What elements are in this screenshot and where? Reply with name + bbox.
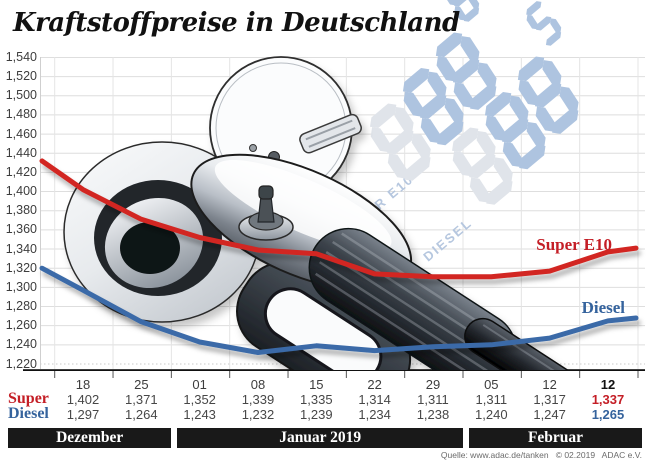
seven-segment-digit bbox=[444, 0, 480, 22]
y-axis-tick-label: 1,260 bbox=[5, 318, 37, 333]
month-band-februar: Februar bbox=[469, 428, 642, 448]
table-cell-diesel: 1,243 bbox=[183, 406, 216, 422]
seven-segment-digit bbox=[517, 56, 579, 134]
month-band-januar: Januar 2019 bbox=[177, 428, 463, 448]
y-axis-tick-label: 1,300 bbox=[5, 279, 37, 294]
y-axis-tick-label: 1,400 bbox=[5, 184, 37, 199]
x-tick-label: 01 bbox=[192, 377, 207, 392]
table-cell-diesel: 1,264 bbox=[125, 406, 158, 422]
seven-segment-digit bbox=[370, 103, 431, 181]
y-axis-tick-label: 1,480 bbox=[5, 107, 37, 122]
y-axis-tick-label: 1,340 bbox=[5, 241, 37, 256]
x-tick-label: 12 bbox=[542, 377, 557, 392]
seven-segment-digit bbox=[452, 127, 513, 205]
table-cell-super: 1,311 bbox=[417, 391, 449, 407]
y-axis-tick-label: 1,420 bbox=[5, 164, 37, 179]
seven-segment-digit bbox=[526, 1, 562, 46]
y-axis-tick-label: 1,240 bbox=[5, 337, 37, 352]
x-tick-label: 29 bbox=[425, 377, 441, 392]
line-super bbox=[39, 158, 639, 280]
table-cell-super: 1,314 bbox=[358, 391, 391, 407]
source-credit: Quelle: www.adac.de/tanken © 02.2019 ADA… bbox=[440, 450, 642, 460]
table-cell-diesel: 1,234 bbox=[358, 406, 391, 422]
table-cell-super: 1,335 bbox=[300, 391, 333, 407]
table-cell-diesel: 1,265 bbox=[591, 406, 625, 422]
table-cell-diesel: 1,238 bbox=[416, 406, 450, 422]
series-label-super-e10: Super E10 bbox=[536, 235, 612, 254]
y-axis-tick-label: 1,380 bbox=[5, 203, 37, 218]
cap-knob bbox=[238, 185, 294, 241]
x-axis-line bbox=[23, 369, 645, 371]
table-cell-super: 1,402 bbox=[66, 391, 100, 407]
page-title: Kraftstoffpreise in Deutschland bbox=[13, 8, 460, 38]
x-tick-label: 25 bbox=[134, 377, 149, 392]
row-label-diesel: Diesel bbox=[8, 405, 49, 422]
y-axis-tick-label: 1,280 bbox=[5, 299, 37, 314]
x-tick-label: 22 bbox=[367, 377, 382, 392]
table-cell-diesel: 1,240 bbox=[475, 406, 508, 422]
x-tick-label: 12 bbox=[600, 377, 616, 392]
y-axis-tick-label: 1,360 bbox=[5, 222, 37, 237]
line-diesel bbox=[39, 265, 639, 355]
y-axis-tick-label: 1,320 bbox=[5, 260, 37, 275]
table-cell-diesel: 1,239 bbox=[300, 406, 333, 422]
month-band-dezember: Dezember bbox=[8, 428, 172, 448]
y-axis-tick-label: 1,540 bbox=[5, 49, 37, 64]
y-axis-tick-label: 1,500 bbox=[5, 88, 37, 103]
x-tick-label: 08 bbox=[250, 377, 266, 392]
y-axis-tick-label: 1,520 bbox=[5, 69, 37, 84]
series-label-diesel: Diesel bbox=[581, 298, 625, 317]
table-cell-super: 1,352 bbox=[183, 391, 216, 407]
seven-segment-digit bbox=[484, 91, 546, 170]
table-cell-super: 1,317 bbox=[533, 391, 566, 407]
cap-lever bbox=[299, 113, 362, 154]
table-cell-super: 1,337 bbox=[591, 391, 625, 407]
fuel-nozzle-illustration bbox=[63, 56, 650, 370]
table-cell-super: 1,311 bbox=[475, 391, 508, 407]
x-tick-label: 15 bbox=[309, 377, 324, 392]
table-cell-diesel: 1,232 bbox=[241, 406, 275, 422]
seven-segment-digit bbox=[435, 32, 497, 110]
row-label-super: Super bbox=[8, 390, 49, 407]
x-tick-label: 18 bbox=[75, 377, 91, 392]
y-axis-tick-label: 1,460 bbox=[5, 126, 37, 141]
table-cell-super: 1,339 bbox=[241, 391, 275, 407]
seven-segment-digit bbox=[402, 67, 464, 146]
watermark-label: DIESEL bbox=[420, 215, 475, 264]
data-lines bbox=[39, 158, 639, 355]
x-tick-label: 05 bbox=[484, 377, 499, 392]
table-cell-super: 1,371 bbox=[125, 391, 158, 407]
table-cell-diesel: 1,297 bbox=[66, 406, 100, 422]
y-axis-tick-label: 1,220 bbox=[5, 356, 37, 371]
y-axis-tick-label: 1,440 bbox=[5, 145, 37, 160]
table-cell-diesel: 1,247 bbox=[533, 406, 566, 422]
